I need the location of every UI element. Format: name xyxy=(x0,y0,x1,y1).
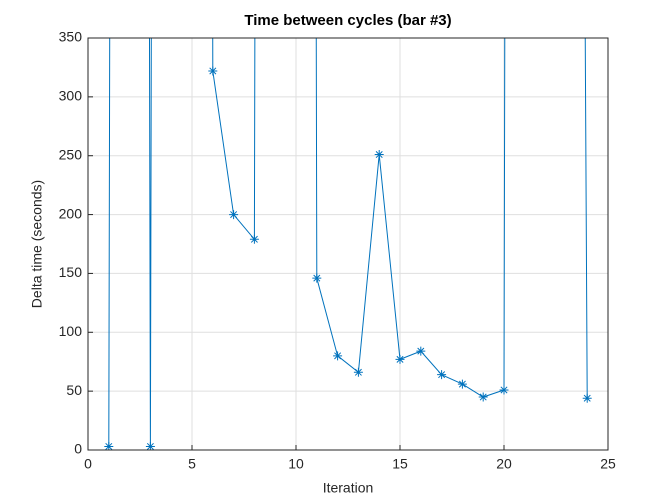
x-tick-label: 0 xyxy=(84,456,92,472)
x-axis-label: Iteration xyxy=(323,480,374,496)
marker xyxy=(582,393,592,403)
marker xyxy=(457,379,467,389)
marker xyxy=(499,385,509,395)
axes-box xyxy=(87,37,609,451)
marker xyxy=(145,441,155,450)
marker xyxy=(208,66,218,76)
marker xyxy=(249,234,259,244)
plot-area xyxy=(88,38,608,450)
marker xyxy=(312,273,322,283)
marker xyxy=(395,354,405,364)
marker xyxy=(229,210,239,220)
marker xyxy=(333,351,343,361)
marker xyxy=(104,441,114,450)
x-tick-label: 25 xyxy=(600,456,616,472)
y-tick-label: 150 xyxy=(59,264,83,280)
x-tick-label: 10 xyxy=(288,456,304,472)
x-tick-label: 5 xyxy=(188,456,196,472)
marker xyxy=(478,392,488,402)
marker xyxy=(374,150,384,160)
series-line xyxy=(108,38,588,447)
marker xyxy=(437,370,447,380)
chart-title: Time between cycles (bar #3) xyxy=(244,12,451,29)
y-tick-label: 50 xyxy=(66,382,82,398)
y-tick-label: 350 xyxy=(59,29,83,45)
marker xyxy=(416,346,426,356)
y-tick-label: 200 xyxy=(59,205,83,221)
x-tick-label: 20 xyxy=(496,456,512,472)
y-axis-label: Delta time (seconds) xyxy=(29,180,45,308)
y-tick-label: 100 xyxy=(59,323,83,339)
plot xyxy=(104,38,592,450)
y-tick-label: 300 xyxy=(59,88,83,104)
y-tick-label: 250 xyxy=(59,146,83,162)
x-tick-label: 15 xyxy=(392,456,408,472)
y-tick-label: 0 xyxy=(74,441,82,457)
marker xyxy=(353,367,363,377)
